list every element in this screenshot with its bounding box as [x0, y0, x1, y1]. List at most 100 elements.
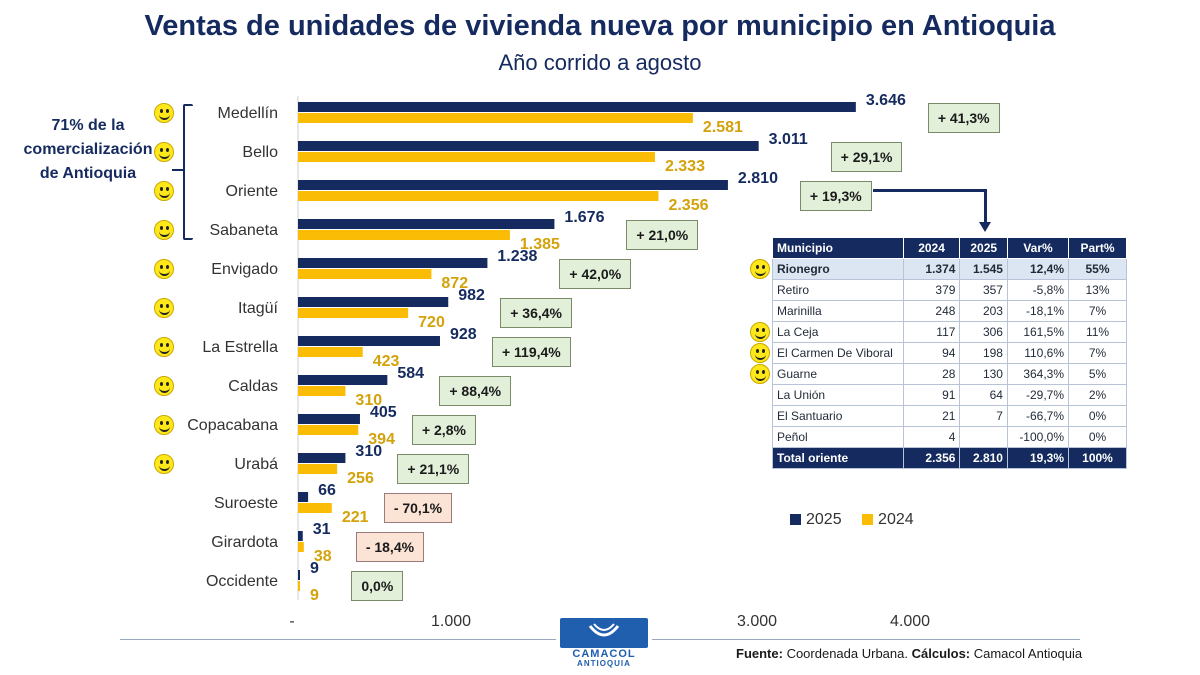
value-label-2024: 2.356 [668, 197, 708, 214]
legend-label: 2024 [878, 511, 914, 528]
cell-y2024: 248 [902, 300, 961, 322]
cell-part: 7% [1068, 300, 1127, 322]
x-tick-label: 4.000 [890, 613, 930, 630]
smiley-icon [154, 220, 174, 240]
category-label: Girardota [211, 534, 278, 551]
logo-emblem-icon [588, 623, 620, 637]
value-label-2025: 1.676 [564, 209, 604, 226]
bar-2024 [298, 113, 693, 123]
table-header-row: Municipio 2024 2025 Var% Part% [772, 237, 1127, 259]
share-bracket [183, 104, 193, 240]
legend-swatch-2024 [862, 514, 874, 526]
total-2024: 2.356 [902, 447, 961, 469]
value-label-2024: 256 [347, 470, 374, 487]
oriente-table: Municipio 2024 2025 Var% Part% Rionegro 1… [772, 237, 1127, 469]
value-label-2024: 310 [355, 392, 382, 409]
category-label: Copacabana [187, 417, 278, 434]
total-label: Total oriente [772, 447, 904, 469]
cell-y2024: 117 [902, 321, 961, 343]
cell-y2025: 1.545 [959, 258, 1008, 280]
arrow-line [984, 189, 987, 224]
variation-badge: + 41,3% [927, 103, 1000, 133]
value-label-2024: 872 [441, 275, 468, 292]
source-label: Fuente: [736, 646, 783, 661]
cell-part: 0% [1068, 405, 1127, 427]
legend-item-2024: 2024 [862, 511, 914, 528]
cell-y2024: 94 [902, 342, 961, 364]
bar-2025 [298, 258, 488, 268]
category-label: Oriente [226, 183, 279, 200]
smiley-icon [154, 415, 174, 435]
value-label-2024: 423 [373, 353, 400, 370]
share-line: comercialización [23, 141, 153, 158]
calc-value: Camacol Antioquia [970, 646, 1083, 661]
category-label: Envigado [211, 261, 278, 278]
cell-municipio: Retiro [772, 279, 904, 301]
variation-badge: + 42,0% [559, 259, 632, 289]
cell-y2024: 21 [902, 405, 961, 427]
x-tick-label: 3.000 [737, 613, 777, 630]
cell-part: 5% [1068, 363, 1127, 385]
bar-2025 [298, 180, 728, 190]
bar-2024 [298, 152, 655, 162]
value-label-2025: 31 [313, 521, 331, 538]
bar-2024 [298, 308, 409, 318]
calc-label: Cálculos: [911, 646, 971, 661]
cell-y2024: 28 [902, 363, 961, 385]
value-label-2024: 38 [314, 548, 332, 565]
cell-var: 364,3% [1006, 363, 1070, 385]
arrow-line [873, 189, 986, 192]
smiley-icon [154, 181, 174, 201]
cell-y2025: 203 [959, 300, 1008, 322]
logo-wordmark: CAMACOL [572, 648, 636, 660]
bar-2025 [298, 570, 300, 580]
share-line: de Antioquia [39, 165, 137, 182]
total-2025: 2.810 [959, 447, 1008, 469]
value-label-2025: 66 [318, 482, 336, 499]
table-row: Retiro 379 357 -5,8% 13% [772, 279, 1127, 301]
bar-2025 [298, 453, 346, 463]
table-row: La Ceja 117 306 161,5% 11% [772, 321, 1127, 343]
cell-y2025: 7 [959, 405, 1008, 427]
logo-subtext: ANTIOQUIA [577, 659, 631, 668]
cell-part: 55% [1068, 258, 1127, 280]
bar-2025 [298, 336, 440, 346]
cell-municipio: El Carmen De Viboral [772, 342, 904, 364]
bar-2024 [298, 503, 332, 513]
table-row: El Santuario 21 7 -66,7% 0% [772, 405, 1127, 427]
cell-y2024: 4 [902, 426, 961, 448]
category-label: Occidente [206, 573, 278, 590]
variation-badge: + 36,4% [500, 298, 572, 328]
logo-mark [560, 618, 648, 648]
share-bracket-tick [172, 169, 183, 171]
share-annotation: 71% de la comercialización de Antioquia [8, 114, 168, 186]
value-label-2024: 221 [342, 509, 369, 526]
value-label-2025: 982 [458, 287, 485, 304]
cell-part: 0% [1068, 426, 1127, 448]
cell-y2025 [959, 426, 1008, 448]
chart-title: Ventas de unidades de vivienda nueva por… [144, 10, 1056, 42]
bar-2024 [298, 191, 659, 201]
category-label: Itagüí [238, 300, 279, 317]
cell-part: 2% [1068, 384, 1127, 406]
cell-y2024: 379 [902, 279, 961, 301]
category-label: Caldas [228, 378, 278, 395]
cell-y2025: 198 [959, 342, 1008, 364]
category-label: Urabá [234, 456, 278, 473]
table-row: El Carmen De Viboral 94 198 110,6% 7% [772, 342, 1127, 364]
category-label: La Estrella [202, 339, 278, 356]
cell-y2025: 357 [959, 279, 1008, 301]
cell-var: 161,5% [1006, 321, 1070, 343]
camacol-logo: CAMACOL ANTIOQUIA [556, 614, 652, 668]
bar-2024 [298, 581, 300, 591]
table-row: La Unión 91 64 -29,7% 2% [772, 384, 1127, 406]
bar-2024 [298, 386, 346, 396]
legend-label: 2025 [806, 511, 842, 528]
value-label-2024: 394 [368, 431, 395, 448]
arrow-down-icon [979, 222, 991, 232]
cell-municipio: Rionegro [772, 258, 904, 280]
category-label: Bello [242, 144, 278, 161]
cell-y2024: 91 [902, 384, 961, 406]
value-label-2025: 310 [355, 443, 382, 460]
table-row: Rionegro 1.374 1.545 12,4% 55% [772, 258, 1127, 280]
